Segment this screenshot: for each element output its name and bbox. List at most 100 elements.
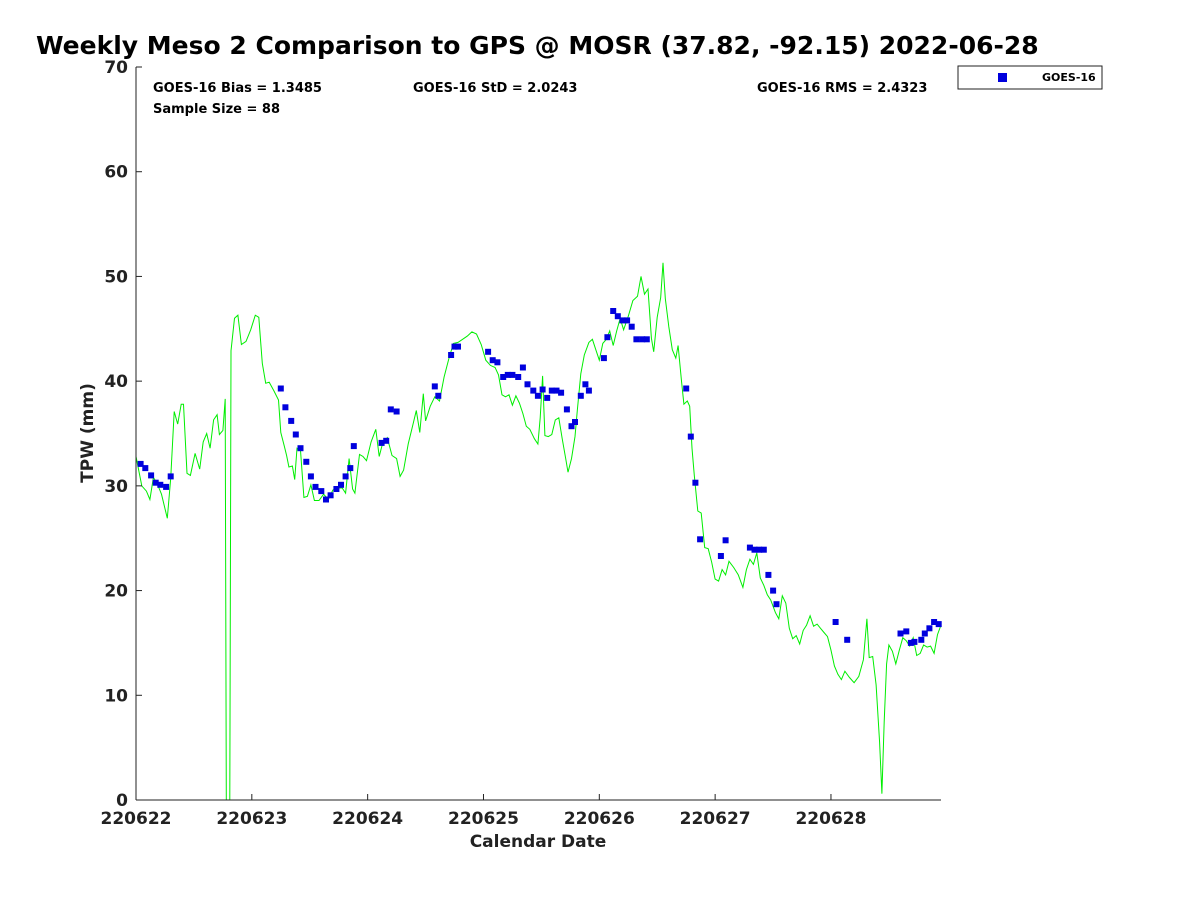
gps-line bbox=[135, 262, 942, 801]
goes-16-point bbox=[558, 389, 565, 396]
goes-16-point bbox=[500, 374, 507, 380]
goes-16-point bbox=[687, 433, 694, 440]
goes-16-point bbox=[624, 317, 631, 324]
goes-16-point bbox=[751, 546, 758, 553]
goes-16-point bbox=[333, 486, 340, 492]
goes-16-point bbox=[756, 546, 763, 553]
std-stat: GOES-16 StD = 2.0243 bbox=[413, 81, 577, 96]
goes-16-point bbox=[639, 336, 646, 343]
goes-16-point bbox=[489, 357, 496, 364]
x-tick-label: 220622 bbox=[101, 809, 172, 829]
goes-16-point bbox=[832, 619, 839, 625]
gps-series bbox=[135, 262, 942, 801]
x-tick-label: 220627 bbox=[680, 809, 751, 829]
goes-16-point bbox=[323, 496, 329, 503]
goes-16-point bbox=[572, 419, 578, 425]
goes-16-point bbox=[342, 473, 349, 480]
bias-stat: GOES-16 Bias = 1.3485 bbox=[153, 81, 322, 96]
y-tick-label: 70 bbox=[104, 58, 128, 78]
goes-16-point bbox=[773, 601, 780, 608]
goes-16-point bbox=[746, 544, 753, 551]
goes-16-point bbox=[378, 439, 385, 446]
goes-16-point bbox=[534, 392, 541, 399]
y-tick-label: 30 bbox=[104, 477, 128, 497]
sample-size-stat: Sample Size = 88 bbox=[153, 102, 280, 117]
goes-16-point bbox=[435, 392, 442, 399]
goes-16-point bbox=[312, 483, 319, 490]
goes-16-point bbox=[448, 352, 455, 358]
goes-16-point bbox=[604, 334, 611, 341]
goes-16-series bbox=[137, 308, 942, 646]
goes-16-point bbox=[926, 625, 933, 632]
goes-16-point bbox=[277, 385, 284, 392]
goes-16-point bbox=[760, 546, 767, 553]
goes-16-point bbox=[148, 472, 155, 479]
goes-16-point bbox=[524, 381, 531, 388]
goes-16-point bbox=[918, 636, 925, 643]
x-tick-label: 220623 bbox=[216, 809, 287, 829]
goes-16-point bbox=[643, 336, 650, 343]
x-tick-label: 220625 bbox=[448, 809, 519, 829]
goes-16-point bbox=[911, 638, 918, 645]
goes-16-point bbox=[600, 355, 607, 362]
goes-16-point bbox=[347, 465, 354, 472]
goes-16-point bbox=[539, 386, 546, 393]
goes-16-point bbox=[485, 348, 492, 355]
goes-16-point bbox=[907, 639, 914, 646]
x-tick-label: 220624 bbox=[332, 809, 403, 829]
goes-16-point bbox=[431, 383, 438, 390]
x-ticks: 220622 220623 220624 220625 220626 220627 2206… bbox=[101, 794, 866, 829]
chart-title: Weekly Meso 2 Comparison to GPS @ MOSR (… bbox=[36, 31, 1039, 60]
goes-16-point bbox=[288, 417, 295, 424]
goes-16-point bbox=[509, 371, 516, 378]
goes-16-point bbox=[548, 387, 555, 394]
goes-16-point bbox=[697, 536, 704, 543]
goes-16-point bbox=[142, 465, 149, 472]
goes-16-point bbox=[628, 323, 635, 330]
goes-16-point bbox=[515, 374, 522, 380]
goes-16-point bbox=[585, 387, 592, 394]
goes-16-point bbox=[504, 371, 511, 378]
goes-16-point bbox=[577, 392, 584, 399]
goes-16-point bbox=[167, 473, 174, 480]
goes-16-point bbox=[633, 336, 640, 343]
goes-16-point bbox=[327, 492, 334, 499]
goes-16-point bbox=[568, 423, 575, 430]
goes-16-point bbox=[610, 308, 617, 314]
y-tick-label: 20 bbox=[104, 582, 128, 602]
legend-marker bbox=[998, 73, 1007, 82]
goes-16-point bbox=[544, 394, 551, 401]
x-tick-label: 220628 bbox=[795, 809, 866, 829]
goes-16-point bbox=[844, 636, 851, 643]
goes-16-point bbox=[553, 387, 560, 394]
goes-16-point bbox=[717, 553, 724, 559]
legend-entry-goes-16: GOES-16 bbox=[1042, 71, 1096, 84]
goes-16-point bbox=[931, 619, 938, 625]
goes-16-point bbox=[152, 479, 159, 486]
goes-16-point bbox=[692, 479, 699, 486]
goes-16-point bbox=[297, 445, 304, 452]
y-tick-label: 50 bbox=[104, 267, 128, 287]
goes-16-point bbox=[303, 458, 310, 465]
goes-16-point bbox=[921, 630, 928, 637]
goes-16-point bbox=[350, 443, 357, 450]
y-tick-label: 60 bbox=[104, 163, 128, 183]
goes-16-point bbox=[582, 381, 589, 388]
x-axis-label: Calendar Date bbox=[470, 832, 607, 852]
goes-16-point bbox=[307, 473, 314, 480]
goes-16-point bbox=[614, 313, 621, 320]
goes-16-point bbox=[935, 621, 942, 628]
goes-16-point bbox=[292, 431, 299, 438]
goes-16-point bbox=[765, 571, 772, 578]
goes-16-point bbox=[903, 628, 910, 635]
goes-16-point bbox=[530, 387, 537, 394]
legend: GOES-16 bbox=[957, 65, 1103, 90]
goes-16-point bbox=[383, 437, 390, 444]
goes-16-point bbox=[897, 630, 904, 637]
goes-16-point bbox=[157, 481, 164, 488]
goes-16-point bbox=[393, 408, 400, 415]
axes bbox=[135, 67, 941, 801]
y-ticks: 0 10 20 30 40 50 60 70 bbox=[104, 58, 142, 811]
goes-16-point bbox=[722, 537, 729, 544]
